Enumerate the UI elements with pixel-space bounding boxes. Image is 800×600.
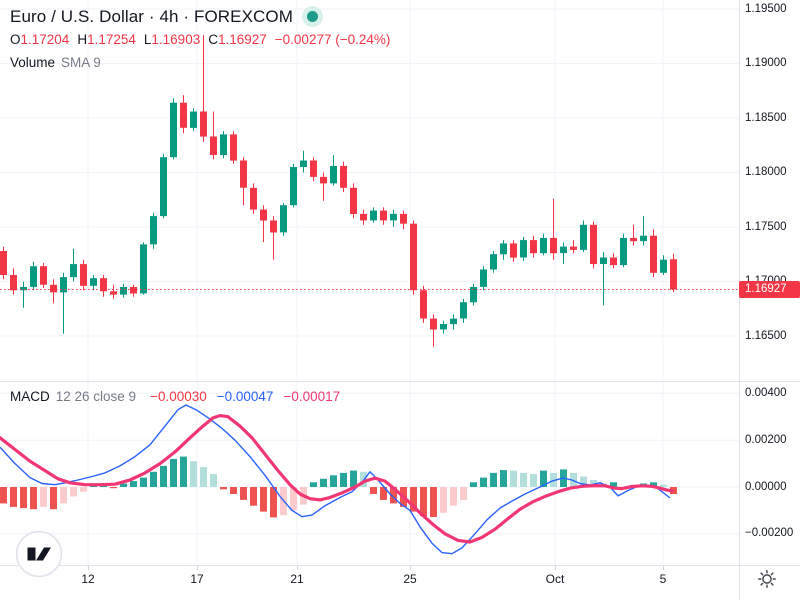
ohlc-open-value: 1.17204 [20, 32, 70, 47]
market-status-icon[interactable] [302, 6, 324, 27]
price-axis-label: 1.19000 [745, 57, 787, 69]
macd-axis-label: 0.00200 [745, 433, 787, 446]
volume-indicator-params: SMA 9 [61, 55, 101, 70]
ohlc-high-value: 1.17254 [87, 32, 136, 47]
tradingview-logo-bar [27, 547, 36, 561]
macd-line-value: −0.00047 [216, 389, 274, 404]
ohlc-open-label: O [10, 32, 21, 47]
price-axis-label: 1.18000 [745, 166, 787, 178]
macd-axis[interactable]: 0.00400 0.00200 0.00000 −0.00200 [739, 0, 800, 565]
macd-axis-label: 0.00000 [745, 480, 787, 493]
ohlc-high-label: H [77, 32, 88, 47]
time-axis-tick [410, 566, 411, 570]
pane-separator[interactable] [0, 381, 800, 382]
time-axis-tick [297, 566, 298, 570]
price-axis-label: 1.19500 [745, 2, 787, 15]
gear-icon[interactable] [757, 569, 777, 589]
tradingview-logo[interactable] [15, 530, 63, 578]
volume-indicator-row: Volume SMA 9 [10, 55, 101, 70]
macd-indicator-label[interactable]: MACD [10, 389, 50, 404]
volume-indicator-label[interactable]: Volume [10, 55, 56, 70]
market-status-dot [307, 11, 319, 22]
ohlc-low-value: 1.16903 [151, 32, 201, 47]
price-axis-label: 1.17500 [745, 220, 787, 233]
time-axis-tick [663, 566, 664, 570]
price-axis-label: 1.16500 [745, 329, 787, 342]
tradingview-logo-circle [15, 530, 63, 578]
price-axis-label: 1.18500 [745, 111, 787, 124]
time-axis-label: 5 [659, 572, 667, 586]
time-axis-label: Oct [545, 572, 565, 586]
last-price-value: 1.16927 [745, 283, 787, 295]
time-axis-label: 17 [190, 572, 204, 586]
time-axis-tick [555, 566, 556, 570]
ohlc-low-label: L [143, 32, 152, 47]
tradingview-logo-seven [36, 547, 51, 561]
time-axis-tick [197, 566, 198, 570]
macd-axis-label: 0.00400 [745, 386, 787, 399]
time-axis-separator [0, 565, 800, 566]
last-price-badge: 1.16927 [739, 281, 800, 298]
macd-axis-label: −0.00200 [745, 527, 794, 540]
time-axis[interactable]: 12 17 21 25 Oct 5 [0, 566, 800, 600]
time-axis-label: 12 [81, 572, 95, 586]
time-axis-tick [88, 566, 89, 570]
chart-canvas[interactable] [0, 0, 740, 565]
ohlc-close-label: C [208, 32, 218, 47]
time-axis-label: 21 [290, 572, 304, 586]
symbol-title-row: Euro / U.S. Dollar · 4h · FOREXCOM [10, 6, 510, 27]
ohlc-row: O1.17204 H1.17254 L1.16903 C1.16927 −0.00277… [10, 32, 398, 47]
macd-indicator-row: MACD 12 26 close 9 −0.00030 −0.00047 −0.0001… [10, 389, 340, 404]
macd-indicator-params: 12 26 close 9 [55, 389, 137, 404]
symbol-title[interactable]: Euro / U.S. Dollar · 4h · FOREXCOM [10, 7, 294, 26]
ohlc-close-value: 1.16927 [217, 32, 267, 47]
macd-histogram-value: −0.00030 [150, 389, 207, 404]
price-axis-separator [739, 0, 740, 600]
time-axis-label: 25 [403, 572, 417, 586]
macd-signal-value: −0.00017 [283, 389, 341, 404]
ohlc-change-value: −0.00277 (−0.24%) [274, 32, 391, 47]
